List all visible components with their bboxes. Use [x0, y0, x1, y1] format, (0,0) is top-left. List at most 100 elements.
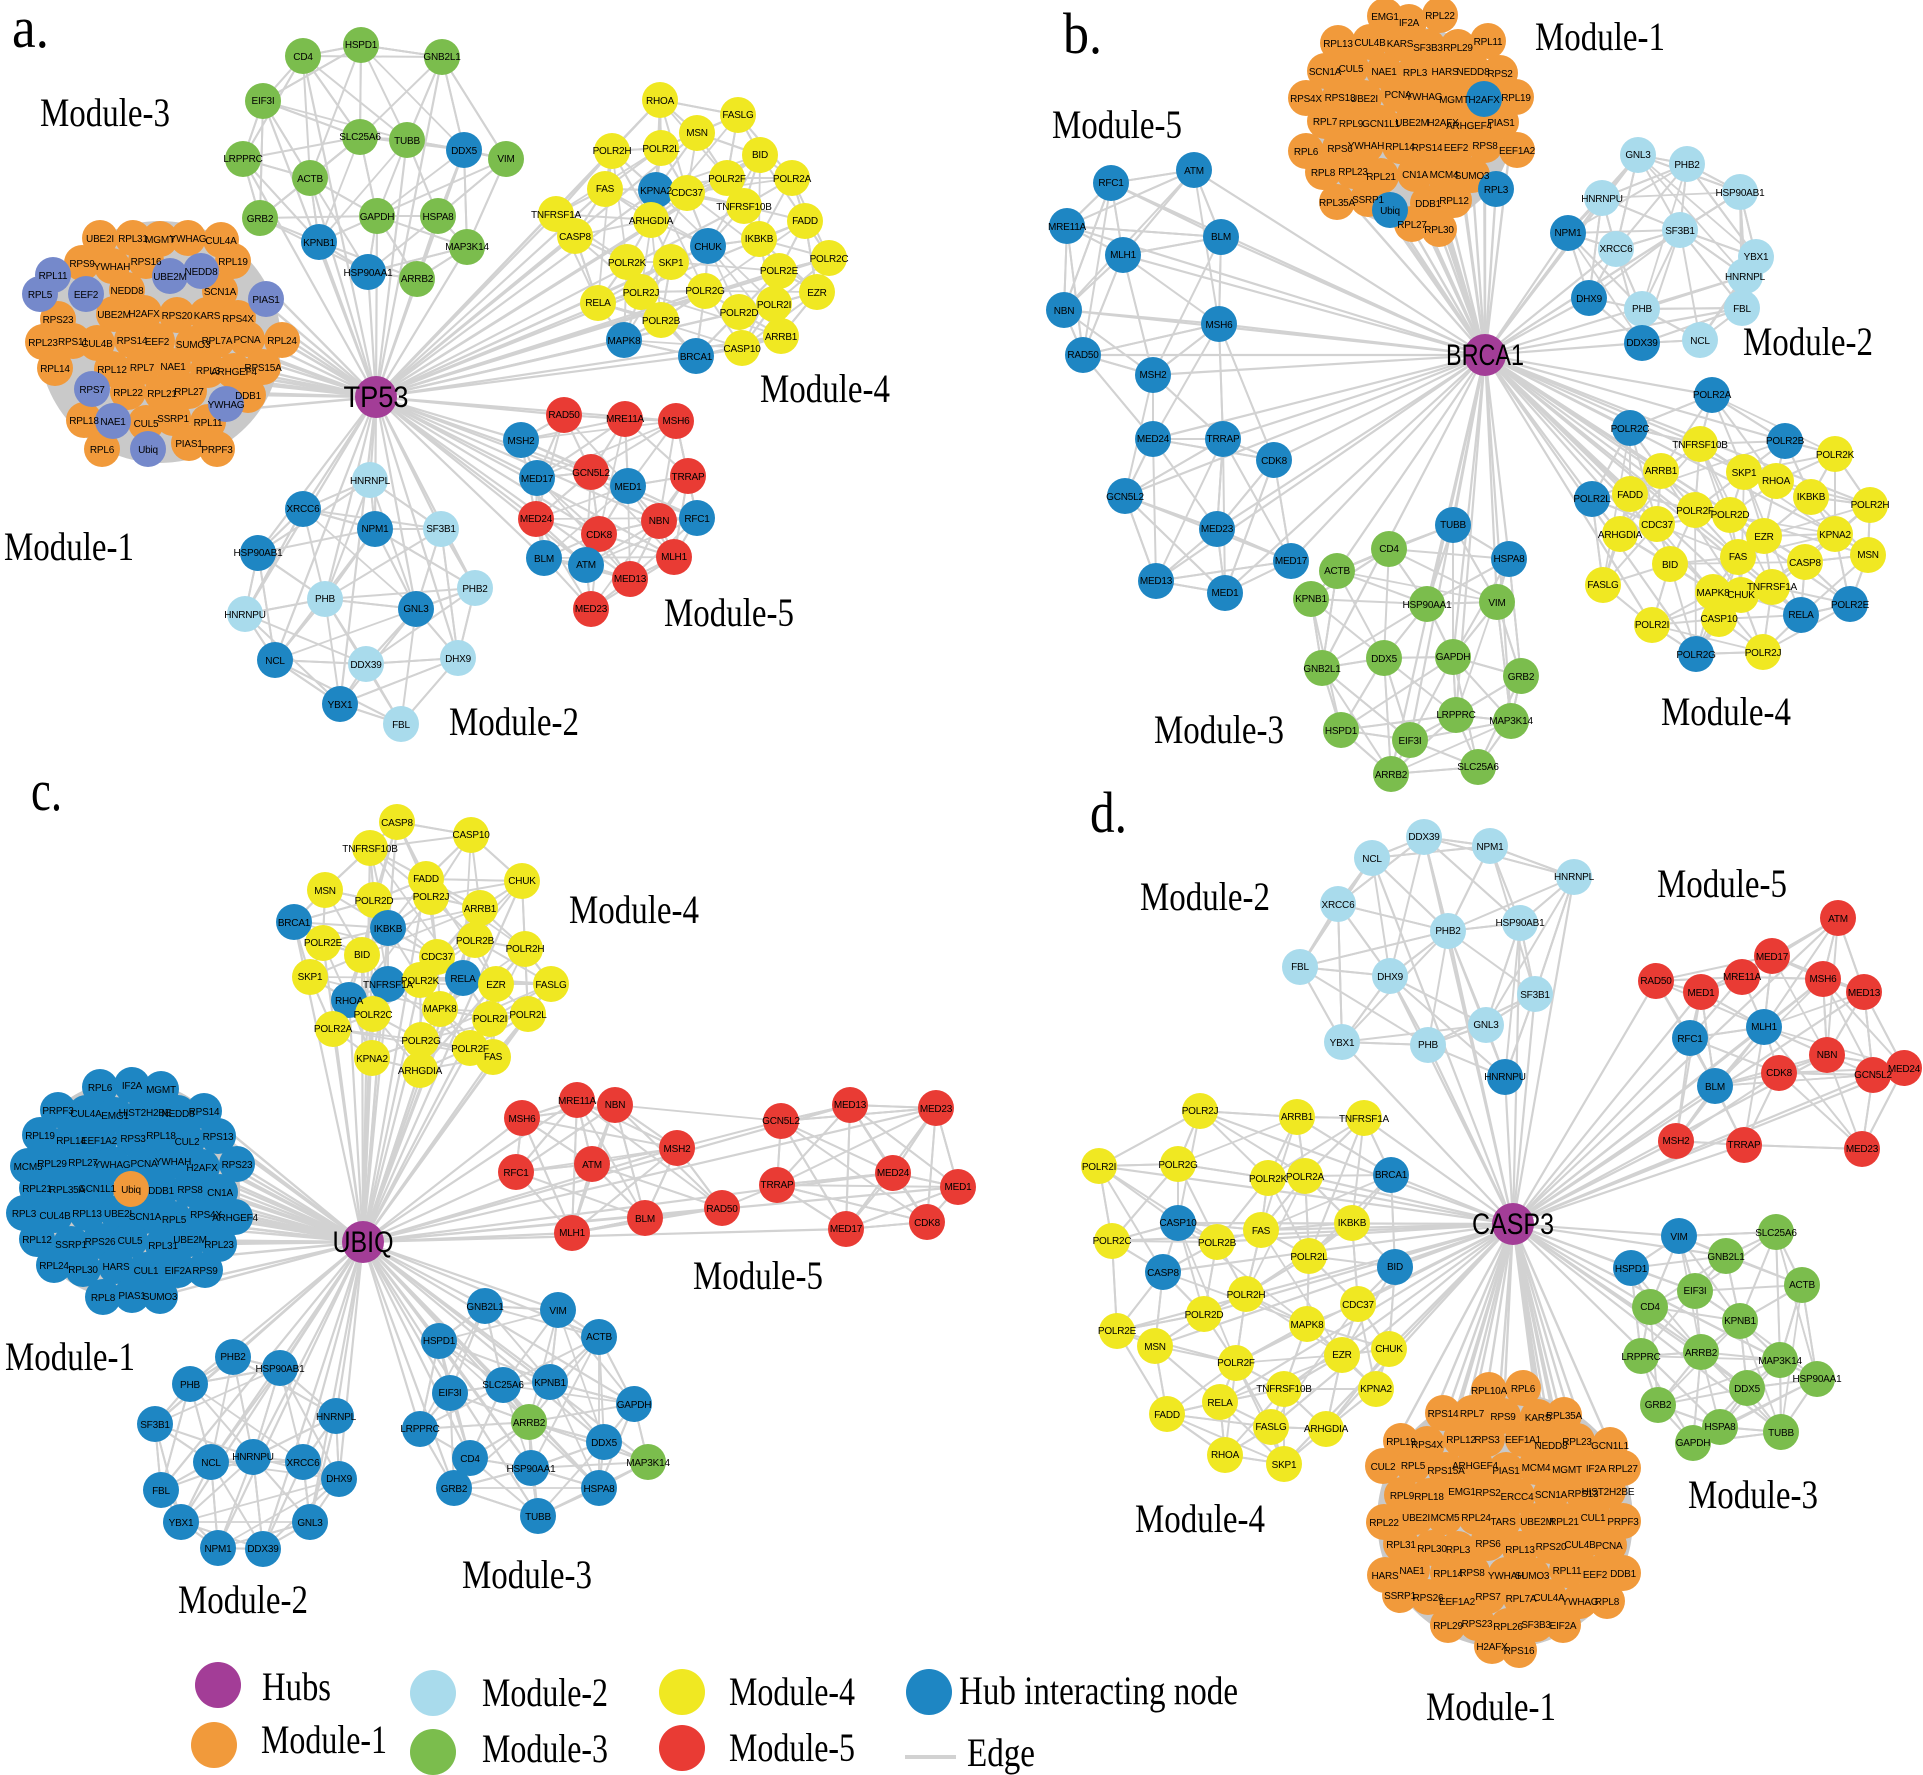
svg-text:MED13: MED13 [1848, 988, 1881, 999]
svg-text:FAS: FAS [596, 184, 615, 195]
svg-text:NEDD8: NEDD8 [162, 1109, 196, 1120]
svg-text:EZR: EZR [1332, 1350, 1351, 1361]
svg-text:MED24: MED24 [1137, 434, 1170, 445]
svg-text:EMG1: EMG1 [1371, 12, 1399, 23]
svg-text:HSP90AA1: HSP90AA1 [344, 268, 394, 279]
svg-text:GCN5L2: GCN5L2 [1854, 1070, 1892, 1081]
svg-text:HSP90AA1: HSP90AA1 [1403, 600, 1453, 611]
svg-text:POLR2H: POLR2H [506, 944, 545, 955]
svg-text:RPL3: RPL3 [196, 366, 221, 377]
svg-text:RPL35A: RPL35A [1319, 198, 1356, 209]
svg-text:RPL35A: RPL35A [1546, 1411, 1583, 1422]
svg-text:RPS2: RPS2 [1487, 69, 1513, 80]
svg-text:GNL3: GNL3 [297, 1518, 323, 1529]
svg-text:EIF3I: EIF3I [1684, 1286, 1707, 1297]
svg-text:Hubs: Hubs [262, 1664, 331, 1709]
svg-text:DDX39: DDX39 [247, 1544, 279, 1555]
svg-text:HARS: HARS [103, 1262, 131, 1273]
svg-text:CUL4B: CUL4B [39, 1211, 71, 1222]
svg-text:PIAS1: PIAS1 [1487, 118, 1515, 129]
svg-text:SF3B1: SF3B1 [426, 524, 456, 535]
svg-text:ARRB1: ARRB1 [765, 332, 798, 343]
svg-text:SF3B1: SF3B1 [140, 1420, 170, 1431]
svg-text:RPS11: RPS11 [58, 337, 89, 348]
svg-text:DDX5: DDX5 [1734, 1384, 1761, 1395]
svg-text:NCL: NCL [201, 1458, 221, 1469]
svg-text:Module-2: Module-2 [1140, 874, 1270, 919]
svg-text:RPS16: RPS16 [131, 257, 162, 268]
svg-text:RPL8: RPL8 [1311, 168, 1336, 179]
svg-text:SF3B1: SF3B1 [1520, 990, 1550, 1001]
svg-text:HIST2H2BE: HIST2H2BE [119, 1108, 172, 1119]
svg-text:NBN: NBN [649, 516, 670, 527]
svg-text:RPS13: RPS13 [203, 1132, 234, 1143]
svg-text:EZR: EZR [486, 980, 505, 991]
svg-text:PCNA: PCNA [1385, 90, 1413, 101]
svg-text:Module-1: Module-1 [1535, 14, 1665, 59]
svg-text:FADD: FADD [413, 874, 439, 885]
svg-text:CUL4B: CUL4B [1564, 1540, 1596, 1551]
svg-text:TNFRSF1A: TNFRSF1A [1747, 582, 1798, 593]
svg-text:MED17: MED17 [1756, 952, 1789, 963]
svg-text:a.: a. [12, 0, 49, 60]
svg-text:VIM: VIM [1488, 598, 1505, 609]
svg-text:GNL3: GNL3 [1473, 1020, 1499, 1031]
svg-text:VIM: VIM [549, 1306, 566, 1317]
svg-text:ARHGDIA: ARHGDIA [1598, 530, 1643, 541]
svg-text:ARHGEF4: ARHGEF4 [1452, 1461, 1498, 1472]
svg-text:MGMT: MGMT [1439, 95, 1469, 106]
svg-text:CUL5: CUL5 [134, 419, 159, 430]
svg-text:RPL9: RPL9 [1390, 1491, 1415, 1502]
svg-text:UBE2M: UBE2M [153, 272, 186, 283]
svg-text:POLR2L: POLR2L [642, 144, 680, 155]
svg-text:MRE11A: MRE11A [1723, 972, 1762, 983]
svg-text:TARS: TARS [1490, 1517, 1516, 1528]
svg-text:RPS23: RPS23 [1462, 1619, 1493, 1630]
svg-text:KARS: KARS [1387, 39, 1414, 50]
svg-text:Module-3: Module-3 [1154, 707, 1284, 752]
svg-text:SKP1: SKP1 [1272, 1460, 1297, 1471]
svg-text:EEF1A1: EEF1A1 [1505, 1435, 1542, 1446]
svg-text:ATM: ATM [1184, 166, 1204, 177]
svg-text:POLR2E: POLR2E [1098, 1326, 1137, 1337]
svg-text:HARS: HARS [1372, 1571, 1400, 1582]
svg-text:MED17: MED17 [1275, 556, 1308, 567]
svg-text:YWHAH: YWHAH [1488, 1571, 1524, 1582]
svg-text:TNFRSF10B: TNFRSF10B [1256, 1384, 1312, 1395]
svg-text:RPL5: RPL5 [162, 1215, 187, 1226]
svg-text:CDK8: CDK8 [586, 530, 613, 541]
svg-text:POLR2L: POLR2L [509, 1010, 547, 1021]
svg-text:TUBB: TUBB [1440, 520, 1466, 531]
svg-text:GCN5L2: GCN5L2 [1106, 492, 1144, 503]
svg-text:POLR2B: POLR2B [456, 936, 495, 947]
svg-text:GCN1L1: GCN1L1 [78, 1184, 116, 1195]
svg-text:ARRB2: ARRB2 [1375, 770, 1408, 781]
svg-text:RPL3: RPL3 [1403, 68, 1428, 79]
svg-text:EEF1A2: EEF1A2 [1439, 1597, 1476, 1608]
svg-text:RPL14: RPL14 [56, 1136, 86, 1147]
svg-text:IF2A: IF2A [1586, 1464, 1607, 1475]
svg-text:BLM: BLM [1211, 232, 1231, 243]
svg-text:CD4: CD4 [1640, 1302, 1660, 1313]
svg-text:NCL: NCL [265, 656, 285, 667]
svg-text:RPL30: RPL30 [1417, 1544, 1447, 1555]
svg-text:RPS8: RPS8 [1472, 141, 1498, 152]
svg-text:RHOA: RHOA [1762, 476, 1791, 487]
svg-text:RPL18: RPL18 [1414, 1492, 1444, 1503]
svg-text:HNRNPU: HNRNPU [1484, 1072, 1526, 1083]
svg-text:H2AFX: H2AFX [1427, 118, 1459, 129]
svg-text:CASP10: CASP10 [723, 344, 761, 355]
svg-text:SF3B3: SF3B3 [1413, 43, 1443, 54]
svg-text:POLR2K: POLR2K [1249, 1174, 1288, 1185]
svg-text:UBE2M: UBE2M [173, 1235, 206, 1246]
svg-text:MAP3K14: MAP3K14 [445, 242, 489, 253]
svg-text:HARS: HARS [1432, 67, 1460, 78]
svg-text:CUL4B: CUL4B [1354, 38, 1386, 49]
svg-text:POLR2B: POLR2B [642, 316, 681, 327]
svg-text:RPS3: RPS3 [1474, 1435, 1500, 1446]
svg-text:MSN: MSN [686, 128, 708, 139]
svg-text:CN1A: CN1A [1402, 170, 1428, 181]
svg-text:RPS23: RPS23 [222, 1160, 253, 1171]
svg-text:TNFRSF10B: TNFRSF10B [342, 844, 398, 855]
svg-text:DHX9: DHX9 [1377, 972, 1404, 983]
